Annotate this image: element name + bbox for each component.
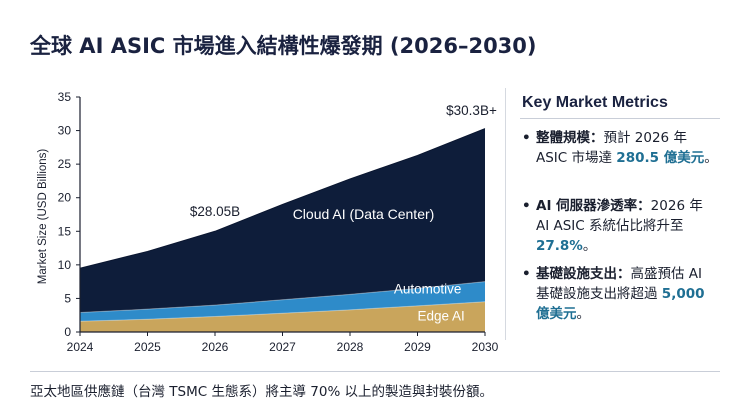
annotation-label: $28.05B <box>190 204 240 219</box>
area-series-0 <box>80 301 485 332</box>
footer: 亞太地區供應鏈（台灣 TSMC 生態系）將主導 70% 以上的製造與封裝份額。 <box>30 371 720 404</box>
y-tick-label: 5 <box>64 291 71 305</box>
y-tick-label: 30 <box>58 124 72 138</box>
y-tick-label: 0 <box>64 325 71 339</box>
y-axis-label: Market Size (USD Billions) <box>37 149 49 285</box>
series-edge-line <box>79 281 486 314</box>
y-tick-label: 15 <box>58 224 72 238</box>
metric-highlight: 5,000 億美元 <box>536 286 705 322</box>
series-edge-line <box>79 301 486 322</box>
x-tick-label: 2026 <box>202 340 229 354</box>
metric-item: • AI 伺服器滲透率：2026 年 AI ASIC 系統佔比將升至 27.8%… <box>522 196 718 256</box>
bullet-icon: • <box>522 198 531 214</box>
footer-note: 亞太地區供應鏈（台灣 TSMC 生態系）將主導 70% 以上的製造與封裝份額。 <box>30 384 494 400</box>
x-tick-label: 2029 <box>404 340 431 354</box>
series-label: Cloud AI (Data Center) <box>293 206 435 222</box>
y-tick-label: 20 <box>58 191 72 205</box>
y-tick-label: 10 <box>58 258 72 272</box>
area-series-1 <box>80 281 485 322</box>
metric-text-end: 。 <box>582 238 597 254</box>
panel-divider <box>520 118 720 119</box>
metric-label: 整體規模： <box>536 130 604 146</box>
metric-item: • 基礎設施支出：高盛預估 AI 基礎設施支出將超過 5,000 億美元。 <box>522 264 718 324</box>
chart-title: 全球 AI ASIC 市場進入結構性爆發期 (2026–2030) <box>30 34 537 58</box>
area-series-2 <box>80 128 485 313</box>
chart-area: 0 5 10 15 20 25 30 35 2024 2025 2026 2027 2028 2029 20… <box>37 90 499 354</box>
annotation-label: $30.3B+ <box>446 103 497 118</box>
bullet-icon: • <box>522 130 531 146</box>
series-label: Edge AI <box>417 309 464 324</box>
key-metrics-panel: Key Market Metrics • 整體規模：預計 2026 年 ASIC… <box>505 88 726 340</box>
metric-label: AI 伺服器滲透率： <box>536 198 651 214</box>
metric-text: 預計 2026 年 ASIC 市場達 <box>536 130 687 166</box>
x-tick-label: 2025 <box>134 340 161 354</box>
metric-highlight: 280.5 億美元 <box>616 150 705 166</box>
x-tick-label: 2027 <box>269 340 296 354</box>
panel-title: Key Market Metrics <box>522 94 668 111</box>
metric-text: 2026 年 AI ASIC 系統佔比將升至 <box>536 198 703 234</box>
y-tick-label: 35 <box>58 90 72 104</box>
metric-text-end: 。 <box>704 150 718 166</box>
metric-highlight: 27.8% <box>536 238 583 254</box>
bullet-icon: • <box>522 266 531 282</box>
x-tick-label: 2028 <box>337 340 364 354</box>
x-tick-label: 2024 <box>67 340 94 354</box>
series-edge-line <box>79 128 486 269</box>
x-tick-label: 2030 <box>472 340 499 354</box>
metric-text-end: 。 <box>576 306 591 322</box>
metric-label: 基礎設施支出： <box>536 266 631 282</box>
series-label: Automotive <box>394 282 462 297</box>
metric-item: • 整體規模：預計 2026 年 ASIC 市場達 280.5 億美元。 <box>522 128 718 168</box>
y-tick-label: 25 <box>58 157 72 171</box>
metric-text: 高盛預估 AI 基礎設施支出將超過 <box>536 266 703 302</box>
